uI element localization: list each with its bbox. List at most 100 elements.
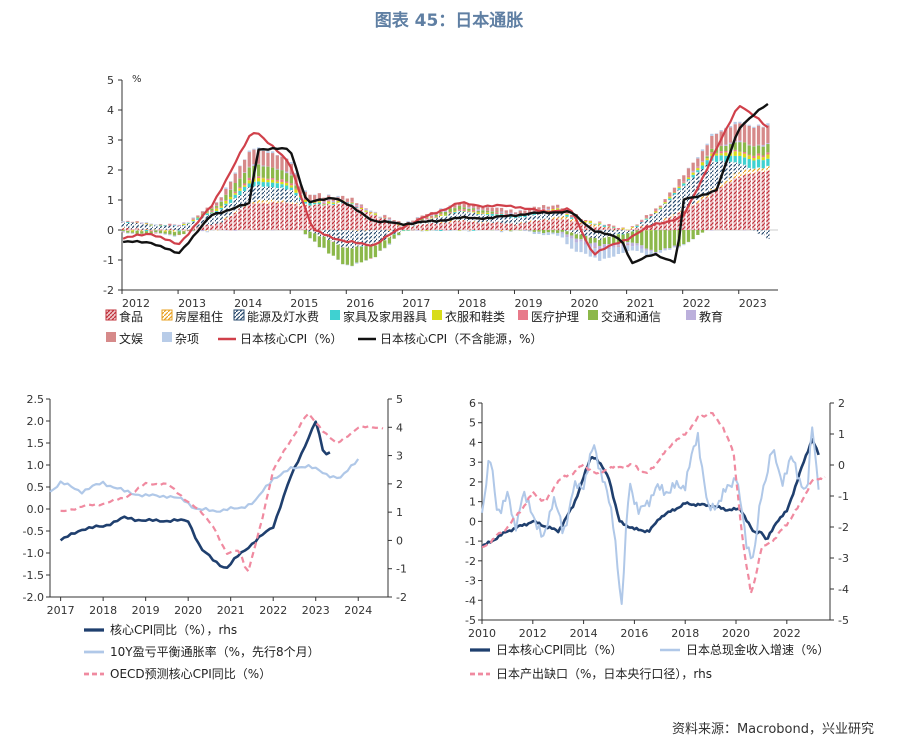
bar-segment (612, 230, 616, 237)
bar-segment (448, 213, 452, 221)
bar-segment (621, 230, 625, 234)
figure-title: 图表 45：日本通胀 (374, 11, 524, 31)
legend-label: 交通和通信 (601, 309, 661, 324)
bar-segment (406, 220, 410, 222)
bar-segment (738, 155, 742, 164)
bar-segment (677, 246, 681, 248)
bar-segment (359, 209, 364, 230)
bar-segment (121, 222, 125, 228)
bar-segment (411, 224, 415, 227)
bar-segment (415, 225, 420, 230)
bar-segment (130, 230, 135, 232)
bar-segment (242, 172, 247, 173)
bar-segment (471, 230, 476, 231)
bar-segment (228, 189, 233, 197)
bar-segment (654, 251, 658, 254)
bar-segment (696, 158, 700, 167)
bar-segment (471, 208, 476, 210)
bar-segment (710, 160, 714, 189)
bar-segment (121, 221, 125, 222)
bar-segment (537, 213, 541, 221)
bar-segment (261, 203, 265, 230)
bar-segment (584, 221, 588, 223)
bar-segment (546, 210, 550, 212)
bar-segment (387, 218, 392, 220)
left-tick-label: 0.5 (27, 481, 45, 494)
bar-segment (172, 225, 177, 230)
bar-segment (439, 208, 443, 210)
bar-segment (172, 230, 177, 232)
bar-segment (331, 203, 336, 205)
bar-segment (532, 220, 536, 230)
bar-segment (719, 183, 723, 187)
bar-segment (256, 149, 261, 164)
bar-segment (756, 167, 761, 172)
bar-segment (696, 170, 700, 173)
bar-segment (341, 230, 345, 248)
bar-segment (313, 203, 317, 205)
bar-segment (168, 224, 172, 226)
bar-segment (556, 218, 560, 230)
left-tick-label: 1 (469, 496, 476, 509)
bar-segment (570, 221, 574, 230)
bar-segment (756, 124, 761, 126)
legend-label: 日本总现金收入增速（%） (686, 642, 829, 657)
bar-segment (738, 142, 742, 152)
bar-segment (317, 204, 321, 230)
bar-segment (719, 153, 723, 156)
legend-label: 杂项 (175, 332, 199, 346)
bar-segment (308, 194, 312, 202)
bar-segment (691, 177, 695, 205)
left-tick-label: -1 (465, 535, 476, 548)
bar-segment (182, 222, 186, 224)
bar-segment (495, 207, 499, 212)
bar-segment (640, 226, 644, 230)
bar-segment (551, 207, 555, 210)
bar-segment (537, 230, 541, 232)
legend-swatch (162, 332, 172, 342)
left-tick-label: -2 (465, 555, 476, 568)
bar-segment (397, 230, 401, 231)
bar-segment (700, 196, 705, 200)
bar-segment (191, 230, 195, 232)
bar-segment (242, 207, 247, 230)
bar-segment (271, 178, 275, 180)
bar-segment (313, 204, 317, 230)
bar-segment (598, 223, 602, 225)
bar-segment (756, 155, 761, 160)
bar-segment (668, 200, 672, 217)
bar-segment (341, 247, 345, 265)
bar-segment (668, 196, 672, 199)
bar-segment (686, 178, 691, 181)
bar-segment (158, 230, 163, 234)
bar-segment (299, 199, 303, 205)
bar-segment (228, 199, 233, 203)
bar-segment (584, 220, 588, 222)
bar-segment (630, 227, 635, 229)
bar-segment (766, 158, 770, 166)
bar-segment (766, 125, 770, 144)
bar-segment (518, 209, 522, 211)
bar-segment (738, 176, 742, 230)
bar-segment (294, 189, 298, 193)
bar-segment (649, 249, 653, 252)
bar-segment (271, 153, 275, 168)
bar-segment (233, 212, 237, 230)
bar-segment (724, 152, 728, 156)
bar-segment (247, 187, 251, 203)
bar-segment (761, 146, 765, 156)
bar-segment (280, 184, 284, 188)
bar-segment (761, 160, 765, 169)
bar-segment (710, 152, 714, 154)
bar-segment (261, 178, 265, 183)
x-tick-label: 2014 (234, 297, 262, 310)
bar-segment (252, 148, 256, 150)
bar-segment (677, 179, 681, 186)
bar-segment (602, 227, 607, 230)
x-tick-label: 2018 (671, 627, 699, 640)
bar-segment (766, 154, 770, 159)
bar-segment (541, 219, 546, 230)
bar-segment (541, 230, 546, 234)
bar-segment (556, 211, 560, 218)
bar-segment (350, 202, 354, 204)
